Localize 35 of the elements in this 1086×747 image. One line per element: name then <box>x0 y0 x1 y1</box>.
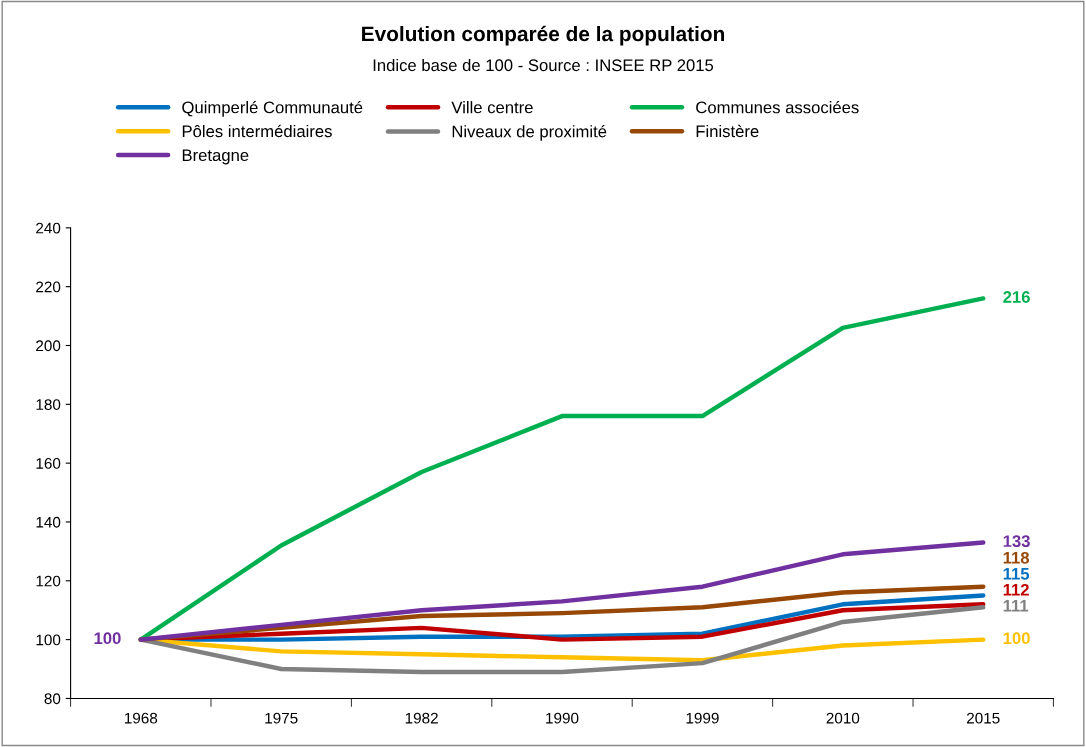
legend-label: Quimperlé Communauté <box>182 100 363 117</box>
data-label: 112 <box>1003 583 1029 596</box>
y-tick-label: 220 <box>36 281 61 293</box>
y-tick-label: 200 <box>36 340 61 352</box>
y-tick-label: 100 <box>36 634 61 646</box>
line-series <box>138 540 986 642</box>
legend-label: Pôles intermédiaires <box>182 124 332 138</box>
y-tick-label: 240 <box>36 222 61 234</box>
x-tick-label: 1982 <box>405 712 438 724</box>
y-tick-label: 180 <box>36 399 61 410</box>
y-tick-label: 80 <box>44 693 61 705</box>
y-tick-label: 140 <box>36 516 61 528</box>
y-tick-label: 160 <box>36 458 61 469</box>
data-label: 100 <box>1003 632 1030 645</box>
y-tick-label: 120 <box>36 575 61 587</box>
data-label: 118 <box>1003 551 1030 564</box>
x-tick-label: 1975 <box>265 712 298 724</box>
legend-label: Ville centre <box>451 101 533 114</box>
legend-label: Niveaux de proximité <box>452 124 607 141</box>
chart-title: Evolution comparée de la population <box>362 25 725 46</box>
legend-label: Bretagne <box>182 149 249 165</box>
x-tick-label: 1999 <box>686 712 719 724</box>
x-tick-label: 2015 <box>966 712 1000 724</box>
x-tick-label: 2010 <box>826 712 860 724</box>
data-label: 100 <box>94 632 121 645</box>
chart-subtitle: Indice base de 100 - Source : INSEE RP 2015 <box>373 58 714 72</box>
data-label: 111 <box>1003 600 1029 612</box>
legend-label: Communes associées <box>696 100 859 114</box>
data-label: 133 <box>1003 535 1030 548</box>
data-label: 216 <box>1003 291 1030 303</box>
x-tick-label: 1968 <box>124 712 158 724</box>
legend-label: Finistère <box>696 124 759 138</box>
line-series <box>138 296 986 642</box>
x-tick-label: 1990 <box>546 712 579 724</box>
data-label: 115 <box>1003 568 1030 580</box>
